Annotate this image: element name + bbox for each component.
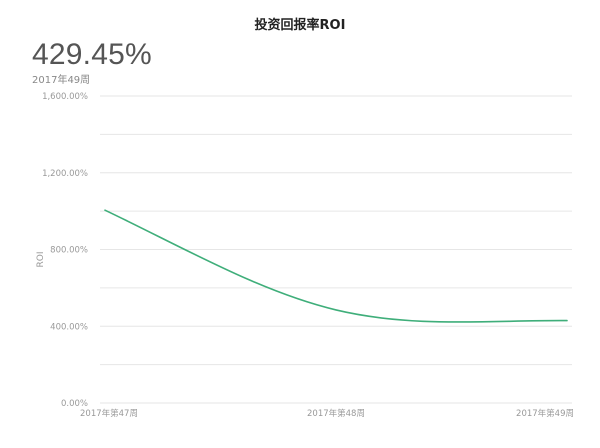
y-tick-label: 400.00% bbox=[50, 322, 88, 332]
grid-lines bbox=[100, 95, 572, 404]
y-tick-label: 1,200.00% bbox=[42, 169, 88, 179]
kpi-value: 429.45% bbox=[32, 38, 152, 71]
y-tick-label: 800.00% bbox=[50, 246, 88, 256]
kpi-period: 2017年49周 bbox=[32, 75, 91, 86]
chart-title: 投资回报率ROI bbox=[254, 18, 346, 33]
x-tick-label: 2017年第49周 bbox=[516, 408, 574, 419]
x-tick-labels: 2017年第47周 2017年第48周 2017年第49周 bbox=[80, 408, 574, 419]
y-tick-label: 1,600.00% bbox=[42, 92, 88, 102]
x-tick-label: 2017年第48周 bbox=[307, 408, 365, 419]
series bbox=[104, 209, 568, 323]
y-axis-title: ROI bbox=[36, 252, 46, 268]
y-tick-label: 0.00% bbox=[61, 399, 88, 409]
series-line bbox=[104, 209, 568, 323]
x-tick-label: 2017年第47周 bbox=[80, 408, 138, 419]
y-tick-labels: 0.00% 400.00% 800.00% 1,200.00% 1,600.00% bbox=[42, 92, 88, 409]
